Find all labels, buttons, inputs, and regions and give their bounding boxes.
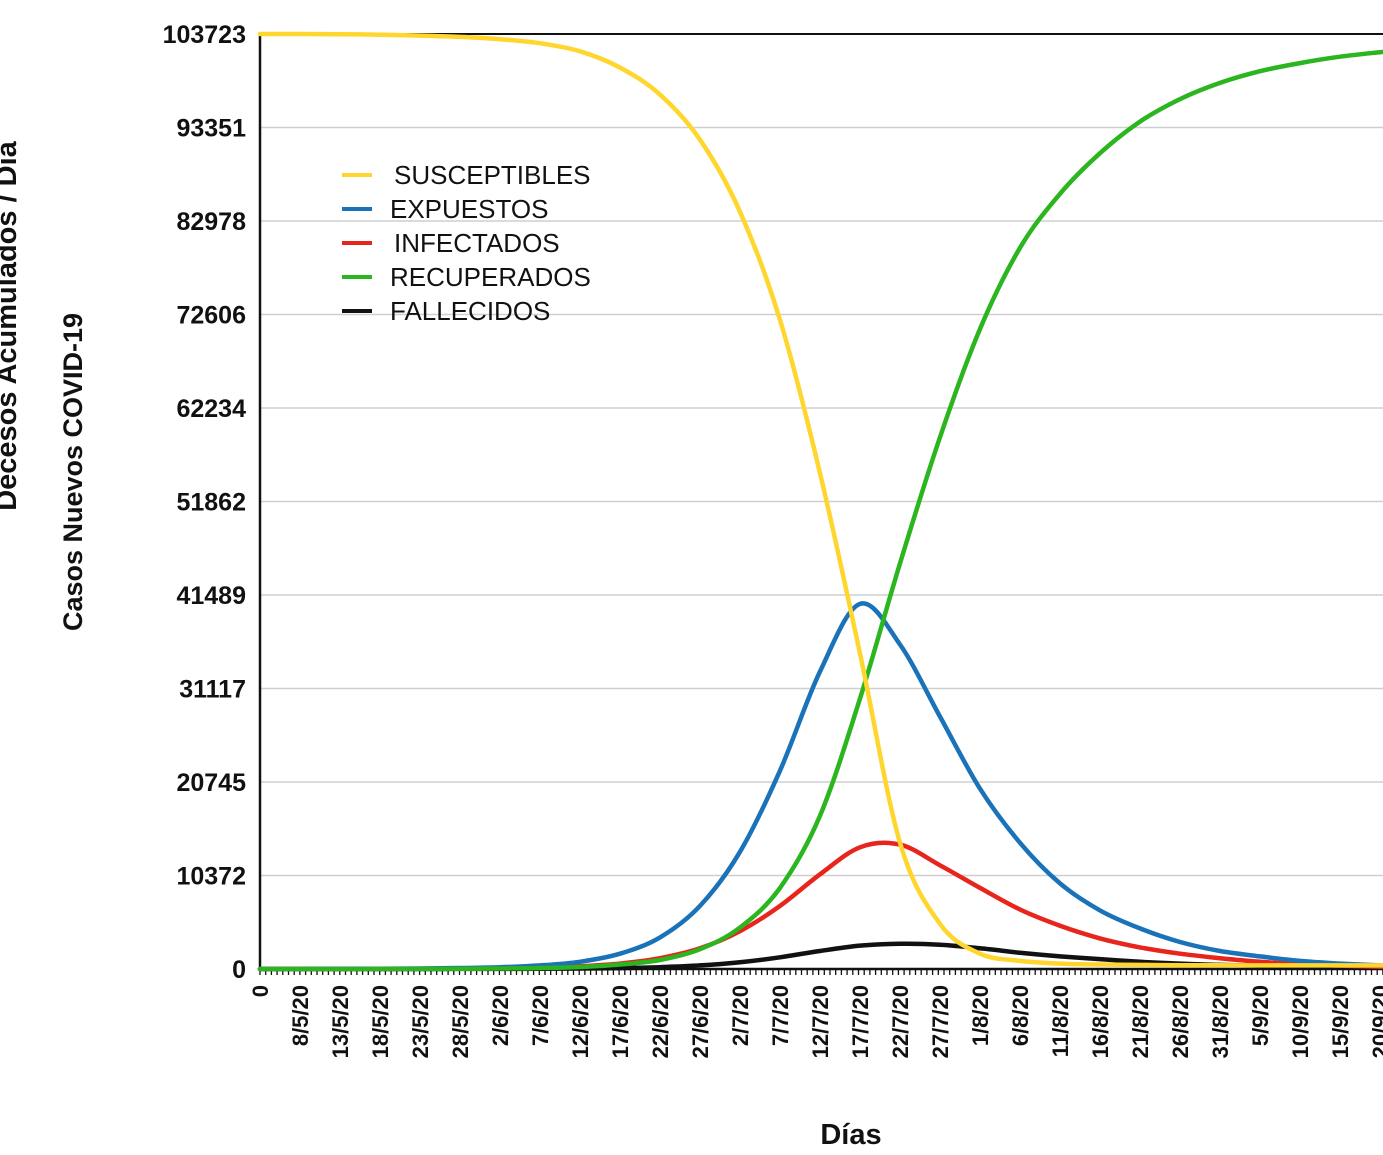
- x-tick-label-21: 16/8/20: [1088, 985, 1113, 1058]
- x-tick-label-5: 28/5/20: [448, 985, 473, 1058]
- y-tick-label-7: 72606: [176, 302, 246, 330]
- x-tick-label-0: 0: [248, 985, 273, 997]
- legend-label-recuperados: RECUPERADOS: [390, 262, 591, 292]
- x-tick-label-26: 10/9/20: [1288, 985, 1313, 1058]
- legend-label-susceptibles: SUSCEPTIBLES: [394, 160, 591, 190]
- x-tick-label-13: 7/7/20: [768, 985, 793, 1046]
- y-axis-title: Casos Nuevos COVID-19: [58, 313, 88, 631]
- x-tick-label-28: 20/9/20: [1368, 985, 1383, 1058]
- y-tick-label-9: 93351: [176, 114, 246, 142]
- x-tick-label-2: 13/5/20: [328, 985, 353, 1058]
- y-tick-label-4: 41489: [176, 582, 246, 610]
- series-line-recuperados: [257, 49, 1383, 972]
- x-tick-labels: 0 8/5/20 13/5/20 18/5/20 23/5/20 28/5/20 2/6/2…: [248, 985, 1383, 1058]
- legend-label-expuestos: EXPUESTOS: [390, 194, 548, 224]
- legend-label-infectados: INFECTADOS: [394, 228, 560, 258]
- y-axis-title-secondary: Decesos Acumulados / Día: [0, 140, 23, 510]
- x-tick-label-10: 22/6/20: [648, 985, 673, 1058]
- x-tick-label-7: 7/6/20: [528, 985, 553, 1046]
- x-tick-label-15: 17/7/20: [848, 985, 873, 1058]
- y-tick-label-1: 10372: [176, 863, 246, 891]
- x-tick-label-23: 26/8/20: [1168, 985, 1193, 1058]
- x-tick-label-17: 27/7/20: [928, 985, 953, 1058]
- y-tick-label-3: 31117: [179, 675, 246, 703]
- x-tick-label-8: 12/6/20: [568, 985, 593, 1058]
- y-tick-label-5: 51862: [176, 488, 246, 516]
- x-tick-label-9: 17/6/20: [608, 985, 633, 1058]
- x-tick-label-11: 27/6/20: [688, 985, 713, 1058]
- x-tick-label-18: 1/8/20: [968, 985, 993, 1046]
- x-tick-label-6: 2/6/20: [488, 985, 513, 1046]
- x-tick-label-27: 15/9/20: [1328, 985, 1353, 1058]
- x-tick-label-24: 31/8/20: [1208, 985, 1233, 1058]
- x-tick-label-1: 8/5/20: [288, 985, 313, 1046]
- x-tick-label-20: 11/8/20: [1048, 985, 1073, 1057]
- series-line-susceptibles: [257, 31, 1383, 968]
- x-axis-title: Días: [820, 1119, 881, 1151]
- series-line-expuestos: [257, 601, 1383, 972]
- x-tick-label-12: 2/7/20: [728, 985, 753, 1046]
- y-tick-label-10: 103723: [163, 21, 246, 49]
- x-tick-label-16: 22/7/20: [888, 985, 913, 1058]
- legend-label-fallecidos: FALLECIDOS: [390, 296, 550, 326]
- x-tick-label-4: 23/5/20: [408, 985, 433, 1058]
- legend: SUSCEPTIBLES EXPUESTOS INFECTADOS RECUPERAD…: [342, 160, 591, 326]
- series-lines: [257, 31, 1383, 972]
- x-tick-label-22: 21/8/20: [1128, 985, 1153, 1058]
- x-tick-label-3: 18/5/20: [368, 985, 393, 1058]
- y-tick-label-6: 62234: [176, 395, 246, 423]
- x-tick-label-25: 5/9/20: [1248, 985, 1273, 1046]
- x-tick-label-19: 6/8/20: [1008, 985, 1033, 1046]
- y-tick-label-0: 0: [232, 956, 246, 984]
- y-tick-labels: 0 10372 20745 31117 41489 51862 62234 72606 8297…: [163, 21, 247, 984]
- x-tick-label-14: 12/7/20: [808, 985, 833, 1058]
- y-tick-label-8: 82978: [176, 208, 246, 236]
- y-tick-label-2: 20745: [176, 769, 246, 797]
